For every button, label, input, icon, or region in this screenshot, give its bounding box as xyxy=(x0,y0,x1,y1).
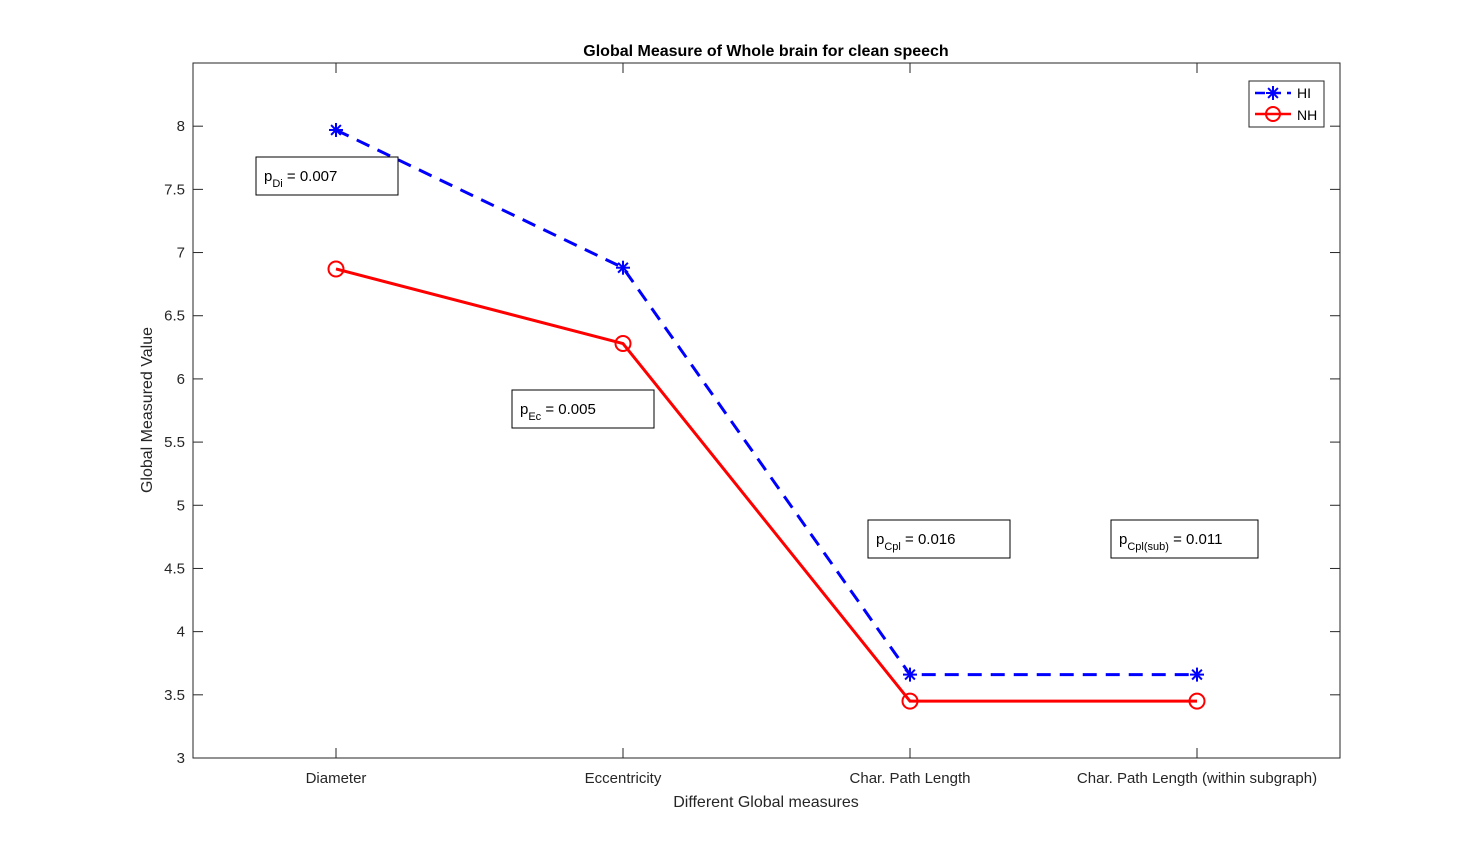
data-point-hi xyxy=(616,260,630,275)
annotation-value: = 0.007 xyxy=(283,168,338,185)
y-tick-label: 4.5 xyxy=(164,560,185,577)
annotation-text: pEc = 0.005 xyxy=(520,401,596,423)
data-point-nh xyxy=(614,335,632,353)
p-value-annotation: pCpl = 0.016 xyxy=(867,519,1011,559)
y-tick-label: 8 xyxy=(177,118,185,135)
data-point-nh xyxy=(327,260,345,278)
chart-title: Global Measure of Whole brain for clean … xyxy=(583,43,948,60)
annotation-value: = 0.011 xyxy=(1169,531,1223,548)
y-tick-label: 4 xyxy=(177,624,185,641)
y-tick-label: 3.5 xyxy=(164,687,185,704)
legend-label-hi: HI xyxy=(1297,85,1311,101)
series-line-nh xyxy=(335,267,1197,703)
y-tick-label: 5.5 xyxy=(164,434,185,451)
annotation-subscript: Cpl xyxy=(884,541,901,553)
asterisk-stroke xyxy=(1267,87,1279,99)
annotation-value: = 0.016 xyxy=(901,531,956,548)
annotation-base: p xyxy=(520,401,528,418)
asterisk-stroke xyxy=(330,124,342,136)
y-tick-label: 5 xyxy=(177,497,185,514)
data-point-nh xyxy=(901,692,919,710)
annotation-box xyxy=(255,156,399,196)
annotation-base: p xyxy=(1119,531,1127,548)
legend-label-nh: NH xyxy=(1297,107,1317,123)
data-point-hi xyxy=(329,122,343,137)
annotation-text: pCpl(sub) = 0.011 xyxy=(1119,531,1222,553)
y-tick-label: 7.5 xyxy=(164,181,185,198)
annotation-value: = 0.005 xyxy=(541,401,596,418)
asterisk-stroke xyxy=(904,668,916,681)
legend-marker-hi xyxy=(1266,86,1280,100)
asterisk-stroke xyxy=(1191,668,1203,681)
data-point-nh xyxy=(1188,692,1206,710)
annotation-base: p xyxy=(264,168,272,185)
annotation-text: pDi = 0.007 xyxy=(264,168,337,190)
legend-marker-nh xyxy=(1265,106,1281,122)
x-axis: Diameter Eccentricity Char. Path Length Cha… xyxy=(306,63,1317,787)
asterisk-stroke xyxy=(617,262,629,274)
annotation-subscript: Di xyxy=(272,178,282,190)
data-point-hi xyxy=(903,667,917,682)
x-tick-label: Char. Path Length xyxy=(850,770,971,787)
legend-box xyxy=(1248,80,1325,128)
annotation-box xyxy=(511,389,655,429)
x-axis-label: Different Global measures xyxy=(673,794,859,811)
y-tick-label: 3 xyxy=(177,750,185,767)
legend-asterisk xyxy=(1266,86,1280,100)
p-value-annotation: pCpl(sub) = 0.011 xyxy=(1110,519,1259,559)
y-tick-label: 6 xyxy=(177,371,185,388)
p-value-annotation: pDi = 0.007 xyxy=(255,156,399,196)
x-tick-label: Diameter xyxy=(306,770,367,787)
p-value-annotation: pEc = 0.005 xyxy=(511,389,655,429)
annotation-base: p xyxy=(876,531,884,548)
series-layer xyxy=(327,122,1206,710)
y-tick-label: 7 xyxy=(177,245,185,262)
x-tick-label: Eccentricity xyxy=(585,770,662,787)
x-tick-label: Char. Path Length (within subgraph) xyxy=(1077,770,1317,787)
annotation-subscript: Cpl(sub) xyxy=(1127,541,1169,553)
legend: HI NH xyxy=(1248,80,1325,128)
data-point-hi xyxy=(1190,667,1204,682)
y-tick-label: 6.5 xyxy=(164,308,185,325)
annotation-text: pCpl = 0.016 xyxy=(876,531,956,553)
y-axis: 3 3.5 4 4.5 5 5.5 6 6.5 7 7.5 8 xyxy=(164,118,1340,767)
annotation-subscript: Ec xyxy=(528,411,541,423)
annotation-box xyxy=(1110,519,1259,559)
annotation-box xyxy=(867,519,1011,559)
y-axis-label: Global Measured Value xyxy=(139,327,156,493)
